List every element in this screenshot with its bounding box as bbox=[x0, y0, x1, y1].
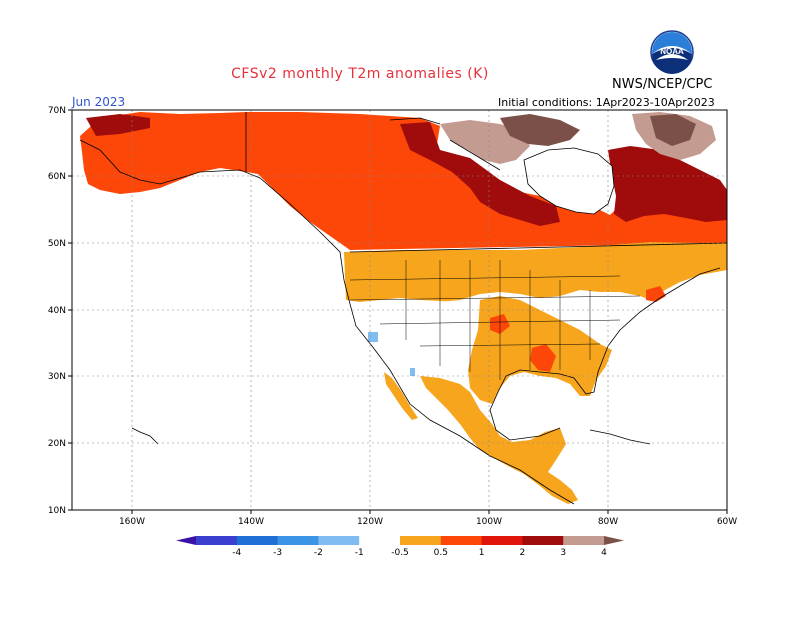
anomaly-region-southeast-red bbox=[530, 344, 556, 372]
colorbar-segment bbox=[400, 536, 442, 545]
colorbar-segment bbox=[481, 536, 523, 545]
colorbar-label: 0.5 bbox=[434, 548, 448, 558]
colorbar-label: -3 bbox=[273, 548, 282, 558]
colorbar-segment bbox=[440, 536, 483, 545]
anomaly-region-greenland-brown bbox=[650, 114, 696, 146]
anomaly-region-labrador-darkred bbox=[608, 146, 727, 222]
anomaly-region-northeast-red bbox=[646, 286, 666, 302]
colorbar-segment bbox=[236, 536, 279, 545]
lat-label-70n: 70N bbox=[48, 106, 66, 116]
svg-text:NOAA: NOAA bbox=[660, 47, 684, 56]
coastlines bbox=[79, 112, 727, 505]
colorbar-label: 1 bbox=[479, 548, 485, 558]
colorbar-segment bbox=[277, 536, 319, 545]
anomaly-region-baja bbox=[384, 372, 418, 420]
colorbar-arrow-left bbox=[176, 536, 196, 545]
lat-label-40n: 40N bbox=[48, 306, 66, 316]
neutral-region-southwest bbox=[350, 300, 472, 370]
colorbar bbox=[176, 536, 624, 545]
colorbar-labels: -4 -3 -2 -1 -0.5 0.5 1 2 3 4 bbox=[232, 548, 607, 558]
anomaly-region-alaska-darkred bbox=[86, 114, 150, 136]
colorbar-segment bbox=[359, 536, 401, 545]
anomaly-region-hudson-brown bbox=[500, 114, 580, 146]
noaa-logo-icon: NOAA bbox=[650, 30, 694, 74]
anomaly-region-nevada-blue bbox=[368, 332, 378, 342]
colorbar-segment bbox=[563, 536, 605, 545]
colorbar-segment bbox=[522, 536, 564, 545]
colorbar-label: -1 bbox=[355, 548, 364, 558]
colorbar-label: -0.5 bbox=[391, 548, 409, 558]
anomaly-region-baja-blue bbox=[410, 368, 415, 376]
colorbar-segment bbox=[196, 536, 238, 545]
colorbar-arrow-right bbox=[604, 536, 624, 545]
lon-label-100w: 100W bbox=[476, 517, 502, 527]
lon-label-80w: 80W bbox=[598, 517, 618, 527]
colorbar-label: 4 bbox=[601, 548, 607, 558]
colorbar-label: 3 bbox=[560, 548, 566, 558]
anomaly-fields bbox=[80, 112, 727, 504]
lat-label-20n: 20N bbox=[48, 439, 66, 449]
hudson-bay bbox=[524, 148, 614, 214]
forecast-month: Jun 2023 bbox=[72, 95, 126, 109]
anomaly-region-mexico bbox=[420, 376, 578, 504]
lat-label-50n: 50N bbox=[48, 239, 66, 249]
chart-title: CFSv2 monthly T2m anomalies (K) bbox=[231, 66, 489, 82]
colorbar-segment bbox=[318, 536, 360, 545]
neutral-region-midwest bbox=[560, 296, 630, 344]
lon-label-160w: 160W bbox=[119, 517, 145, 527]
colorbar-label: -2 bbox=[314, 548, 323, 558]
lon-label-140w: 140W bbox=[238, 517, 264, 527]
lon-label-60w: 60W bbox=[717, 517, 737, 527]
org-label: NWS/NCEP/CPC bbox=[612, 77, 713, 92]
lat-label-30n: 30N bbox=[48, 372, 66, 382]
initial-conditions: Initial conditions: 1Apr2023-10Apr2023 bbox=[498, 96, 715, 109]
gridlines bbox=[72, 110, 727, 510]
lat-label-10n: 10N bbox=[48, 506, 66, 516]
colorbar-label: 2 bbox=[520, 548, 526, 558]
colorbar-label: -4 bbox=[232, 548, 241, 558]
state-borders bbox=[349, 260, 641, 380]
lat-label-60n: 60N bbox=[48, 172, 66, 182]
tick-marks bbox=[68, 109, 728, 514]
lon-label-120w: 120W bbox=[357, 517, 383, 527]
anomaly-region-quebec-darkred bbox=[400, 122, 560, 226]
